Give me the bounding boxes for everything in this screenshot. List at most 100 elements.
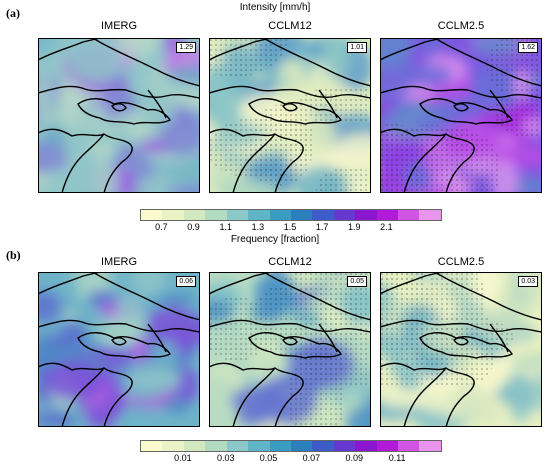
- field-blob: [445, 407, 505, 424]
- field-blob: [66, 38, 124, 84]
- field-blob: [92, 162, 119, 193]
- colorbar-swatch: [333, 210, 356, 220]
- field-blob: [165, 185, 200, 193]
- border-line: [380, 85, 542, 99]
- border-line: [209, 362, 304, 427]
- field-blob: [84, 123, 131, 137]
- colorbar-tick-label: 1.7: [315, 222, 329, 232]
- border-line: [209, 128, 304, 193]
- significance-stipple: [315, 167, 371, 193]
- significance-stipple: [380, 330, 449, 389]
- map-frame: [380, 38, 542, 193]
- field-blob: [116, 295, 144, 321]
- colorbar-tick-label: 0.9: [187, 222, 200, 232]
- border-line: [434, 272, 542, 321]
- panel-a-title: Intensity [mm/h]: [239, 2, 311, 13]
- colorbar-swatch: [290, 210, 313, 220]
- colorbar-swatch: [141, 210, 163, 220]
- colorbar-tick-label: 1.1: [219, 222, 232, 232]
- map-b3-title: CCLM2.5: [437, 256, 485, 268]
- significance-stipple: [424, 272, 487, 340]
- border-line: [419, 98, 514, 125]
- border-line: [209, 319, 371, 333]
- border-line: [147, 89, 167, 119]
- map-frame: [38, 272, 200, 427]
- field-blob: [38, 290, 62, 323]
- colorbar-swatch: [355, 441, 377, 451]
- border-line: [419, 332, 514, 359]
- field-blob: [344, 404, 371, 427]
- colorbar-tick-label: 2.1: [380, 222, 393, 232]
- border-line: [111, 103, 127, 112]
- field-blob: [305, 40, 326, 57]
- colorbar-swatch: [248, 210, 270, 220]
- colorbar-swatch: [205, 210, 227, 220]
- colorbar-swatch: [226, 210, 249, 220]
- border-line: [38, 38, 101, 61]
- border-line: [61, 367, 105, 427]
- colorbar-tick-label: 0.07: [302, 453, 321, 463]
- colorbar-tick-label: 0.11: [388, 453, 406, 463]
- colorbar-tick-label: 0.03: [216, 453, 235, 463]
- field-blob: [152, 339, 178, 366]
- colorbar-swatch: [183, 210, 206, 220]
- field-blob: [38, 38, 58, 55]
- border-line: [489, 323, 509, 353]
- colorbar-a: [140, 209, 442, 221]
- colorbar-b-ticks: 0.01 0.03 0.05 0.07 0.09 0.11: [140, 453, 440, 465]
- colorbar-swatch: [355, 210, 377, 220]
- colorbar-swatch: [226, 441, 249, 451]
- significance-stipple: [492, 89, 542, 138]
- colorbar-swatch: [162, 210, 184, 220]
- colorbar-swatch: [141, 441, 163, 451]
- domain-mean-value: 1.62: [518, 42, 538, 53]
- border-line: [77, 332, 172, 359]
- map-a3-title: CCLM2.5: [437, 20, 485, 32]
- field-blob: [38, 411, 77, 427]
- map-b-cclm25: 0.03: [380, 272, 542, 427]
- field-blob: [44, 165, 101, 193]
- field-blob: [86, 404, 115, 427]
- colorbar-b: [140, 440, 442, 452]
- colorbar-swatch: [183, 441, 206, 451]
- border-line: [38, 362, 133, 427]
- significance-stipple: [209, 117, 311, 180]
- border-line: [380, 272, 443, 295]
- border-line: [232, 133, 276, 193]
- border-line: [232, 367, 276, 427]
- colorbar-swatch: [290, 441, 313, 451]
- panel-a-label: (a): [6, 6, 20, 20]
- field-blob: [117, 38, 158, 58]
- field-blob: [124, 366, 182, 393]
- border-line: [209, 38, 272, 61]
- border-line: [263, 38, 371, 87]
- colorbar-tick-label: 0.7: [155, 222, 168, 232]
- border-line: [248, 332, 343, 359]
- map-frame: [209, 272, 371, 427]
- domain-mean-value: 0.03: [518, 276, 538, 287]
- border-line: [92, 272, 200, 321]
- border-line: [489, 89, 509, 119]
- colorbar-swatch: [269, 441, 291, 451]
- border-line: [38, 128, 133, 193]
- field-blob: [86, 142, 116, 157]
- field-blob: [209, 375, 237, 402]
- border-line: [453, 337, 469, 346]
- map-a-cclm12: 1.01: [209, 38, 371, 193]
- border-line: [318, 89, 338, 119]
- field-blob: [332, 134, 371, 168]
- colorbar-a-ticks: 0.7 0.9 1.1 1.3 1.5 1.7 1.9 2.1: [140, 222, 440, 234]
- map-frame: [209, 38, 371, 193]
- map-a1-title: IMERG: [100, 20, 138, 32]
- field-blob: [509, 371, 533, 423]
- border-line: [282, 103, 298, 112]
- border-line: [403, 133, 447, 193]
- map-b-imerg: 0.06: [38, 272, 200, 427]
- border-line: [380, 319, 542, 333]
- field-blob: [509, 353, 542, 371]
- colorbar-swatch: [376, 441, 399, 451]
- border-line: [147, 323, 167, 353]
- field-blob: [447, 388, 500, 409]
- map-b1-title: IMERG: [100, 256, 138, 268]
- field-blob: [217, 178, 279, 193]
